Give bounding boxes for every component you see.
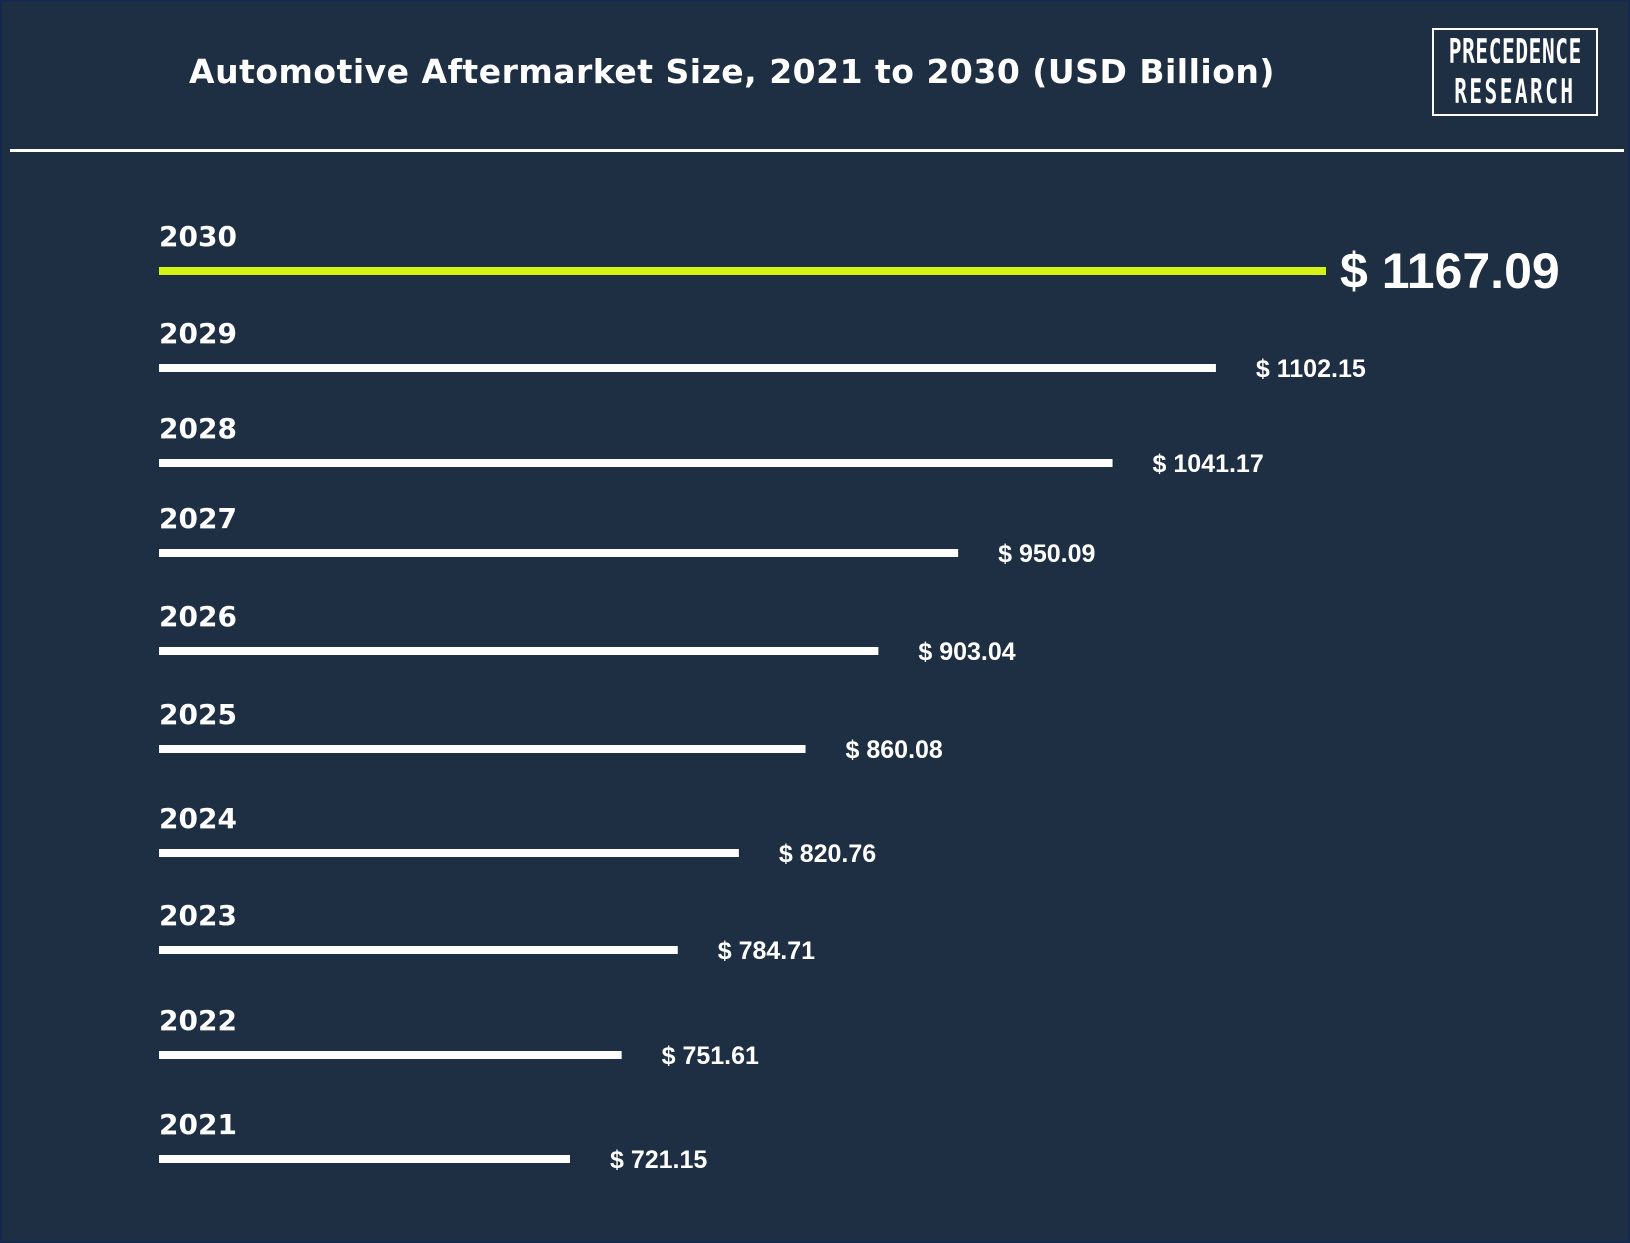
bar: [159, 946, 678, 954]
bar: [159, 459, 1113, 467]
logo-line-1: PRECEDENCE: [1448, 32, 1582, 72]
value-label: $ 820.76: [779, 840, 876, 868]
value-label: $ 784.71: [718, 937, 815, 965]
logo-line-2: RESEARCH: [1454, 72, 1576, 112]
year-label: 2027: [159, 502, 237, 535]
value-label: $ 950.09: [998, 540, 1095, 568]
year-label: 2029: [159, 317, 237, 350]
header-divider: [10, 149, 1624, 152]
bar: [159, 647, 879, 655]
bar: [159, 745, 806, 753]
year-label: 2030: [159, 220, 237, 253]
bar: [159, 364, 1216, 372]
precedence-research-logo: PRECEDENCE RESEARCH: [1432, 28, 1598, 116]
value-label: $ 860.08: [846, 736, 943, 764]
year-label: 2028: [159, 412, 237, 445]
value-label: $ 903.04: [918, 638, 1015, 666]
year-label: 2025: [159, 698, 237, 731]
year-label: 2022: [159, 1004, 237, 1037]
bar: [159, 849, 739, 857]
year-label: 2023: [159, 899, 237, 932]
bar: [159, 267, 1326, 275]
value-label: $ 721.15: [610, 1146, 707, 1174]
value-label: $ 1041.17: [1153, 450, 1264, 478]
value-label: $ 751.61: [662, 1042, 759, 1070]
bar: [159, 1155, 570, 1163]
value-label: $ 1102.15: [1256, 355, 1366, 383]
bar: [159, 1051, 622, 1059]
year-label: 2026: [159, 600, 237, 633]
value-label: $ 1167.09: [1340, 243, 1560, 299]
year-label: 2021: [159, 1108, 237, 1141]
year-label: 2024: [159, 802, 237, 835]
bar: [159, 549, 959, 557]
chart-title: Automotive Aftermarket Size, 2021 to 203…: [189, 52, 1275, 91]
